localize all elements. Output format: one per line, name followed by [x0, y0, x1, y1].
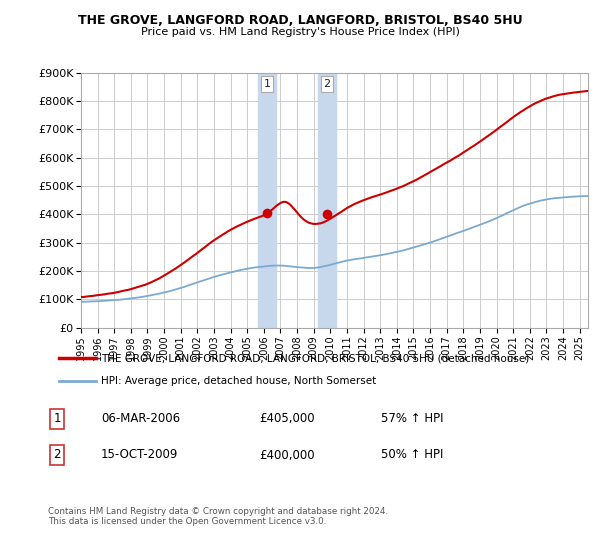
- Text: £405,000: £405,000: [259, 412, 315, 426]
- Text: Price paid vs. HM Land Registry's House Price Index (HPI): Price paid vs. HM Land Registry's House …: [140, 27, 460, 37]
- Text: HPI: Average price, detached house, North Somerset: HPI: Average price, detached house, Nort…: [101, 376, 376, 386]
- Text: Contains HM Land Registry data © Crown copyright and database right 2024.
This d: Contains HM Land Registry data © Crown c…: [48, 507, 388, 526]
- Text: 15-OCT-2009: 15-OCT-2009: [101, 449, 178, 461]
- Text: 50% ↑ HPI: 50% ↑ HPI: [380, 449, 443, 461]
- Text: THE GROVE, LANGFORD ROAD, LANGFORD, BRISTOL, BS40 5HU (detached house): THE GROVE, LANGFORD ROAD, LANGFORD, BRIS…: [101, 353, 529, 363]
- Text: £400,000: £400,000: [259, 449, 315, 461]
- Text: 1: 1: [263, 79, 271, 89]
- Text: 06-MAR-2006: 06-MAR-2006: [101, 412, 180, 426]
- Text: 1: 1: [53, 412, 61, 426]
- Text: THE GROVE, LANGFORD ROAD, LANGFORD, BRISTOL, BS40 5HU: THE GROVE, LANGFORD ROAD, LANGFORD, BRIS…: [77, 14, 523, 27]
- Text: 57% ↑ HPI: 57% ↑ HPI: [380, 412, 443, 426]
- Text: 2: 2: [53, 449, 61, 461]
- Text: 2: 2: [323, 79, 331, 89]
